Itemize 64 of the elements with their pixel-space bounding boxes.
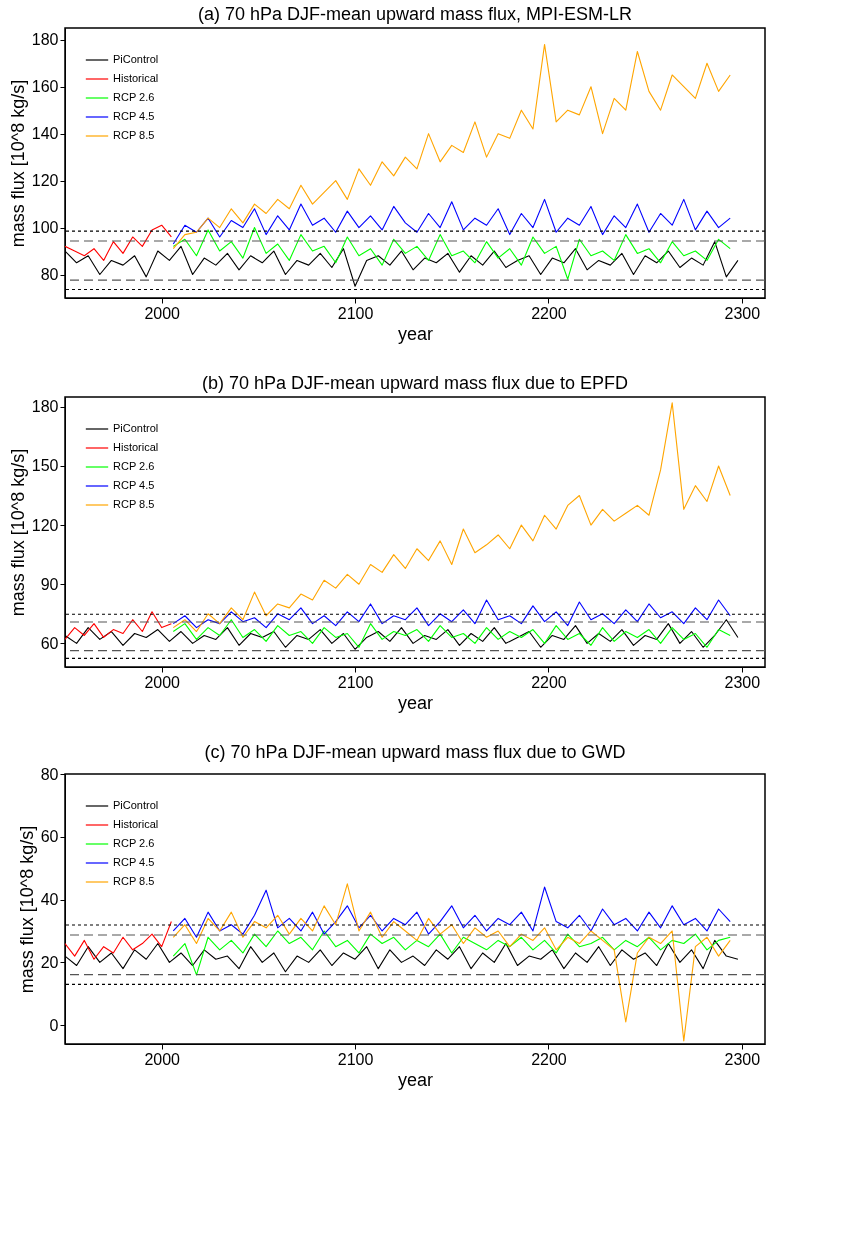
- legend-label: RCP 4.5: [113, 479, 155, 491]
- legend-label: Historical: [113, 72, 159, 84]
- x-axis-title: year: [397, 323, 434, 344]
- x-tick-label: 2200: [531, 1050, 567, 1068]
- x-axis-title: year: [397, 1069, 434, 1090]
- y-tick-label: 90: [40, 575, 59, 593]
- legend-label: Historical: [113, 441, 159, 453]
- x-tick-label: 2100: [337, 673, 374, 691]
- legend-label: RCP 2.6: [113, 91, 155, 103]
- legend-label: RCP 8.5: [113, 129, 155, 141]
- chart-title: (c) 70 hPa DJF-mean upward mass flux due to GWD: [204, 742, 626, 762]
- line-series: [172, 198, 731, 245]
- chart-title: (b) 70 hPa DJF-mean upward mass flux due to EPFD: [201, 373, 629, 393]
- x-tick-label: 2300: [724, 304, 761, 322]
- y-axis-title: mass flux [10^8 kg/s]: [7, 79, 28, 248]
- legend-label: RCP 8.5: [113, 498, 155, 510]
- x-tick-label: 2200: [531, 673, 567, 691]
- line-series: [172, 599, 731, 629]
- line-series: [172, 883, 731, 1042]
- legend-label: Historical: [113, 818, 159, 830]
- line-series: [65, 611, 172, 640]
- y-tick-label: 80: [40, 765, 59, 783]
- x-tick-label: 2100: [337, 1050, 374, 1068]
- legend-label: RCP 4.5: [113, 110, 155, 122]
- y-tick-label: 0: [49, 1016, 59, 1034]
- legend-label: RCP 4.5: [113, 856, 155, 868]
- line-series: [65, 224, 172, 261]
- y-tick-label: 150: [31, 457, 59, 475]
- x-axis-title: year: [397, 692, 434, 713]
- legend-label: PiControl: [113, 53, 159, 65]
- legend-label: PiControl: [113, 799, 159, 811]
- y-tick-label: 120: [31, 516, 59, 534]
- x-tick-label: 2000: [144, 1050, 181, 1068]
- x-tick-label: 2000: [144, 304, 181, 322]
- y-tick-label: 60: [40, 634, 59, 652]
- y-tick-label: 20: [40, 953, 59, 971]
- x-tick-label: 2300: [724, 1050, 761, 1068]
- chart-title: (a) 70 hPa DJF-mean upward mass flux, MPI-ESM-LR: [197, 4, 633, 24]
- line-series: [172, 43, 731, 250]
- x-tick-label: 2100: [337, 304, 374, 322]
- y-tick-label: 100: [31, 219, 59, 237]
- line-series: [172, 619, 731, 648]
- legend-label: RCP 2.6: [113, 460, 155, 472]
- x-tick-label: 2200: [531, 304, 567, 322]
- legend-label: RCP 2.6: [113, 837, 155, 849]
- y-tick-label: 180: [31, 31, 59, 49]
- y-tick-label: 140: [31, 125, 59, 143]
- y-tick-label: 120: [31, 172, 59, 190]
- y-tick-label: 180: [31, 398, 59, 416]
- y-tick-label: 160: [31, 78, 59, 96]
- line-series: [172, 930, 731, 976]
- legend-label: RCP 8.5: [113, 875, 155, 887]
- line-series: [65, 921, 172, 960]
- y-axis-title: mass flux [10^8 kg/s]: [16, 825, 37, 994]
- y-tick-label: 80: [40, 266, 59, 284]
- line-series: [172, 402, 731, 633]
- legend-label: PiControl: [113, 422, 159, 434]
- x-tick-label: 2300: [724, 673, 761, 691]
- y-tick-label: 60: [40, 828, 59, 846]
- line-series: [172, 886, 731, 938]
- y-tick-label: 40: [40, 891, 59, 909]
- x-tick-label: 2000: [144, 673, 181, 691]
- line-series: [172, 227, 731, 280]
- y-axis-title: mass flux [10^8 kg/s]: [7, 448, 28, 617]
